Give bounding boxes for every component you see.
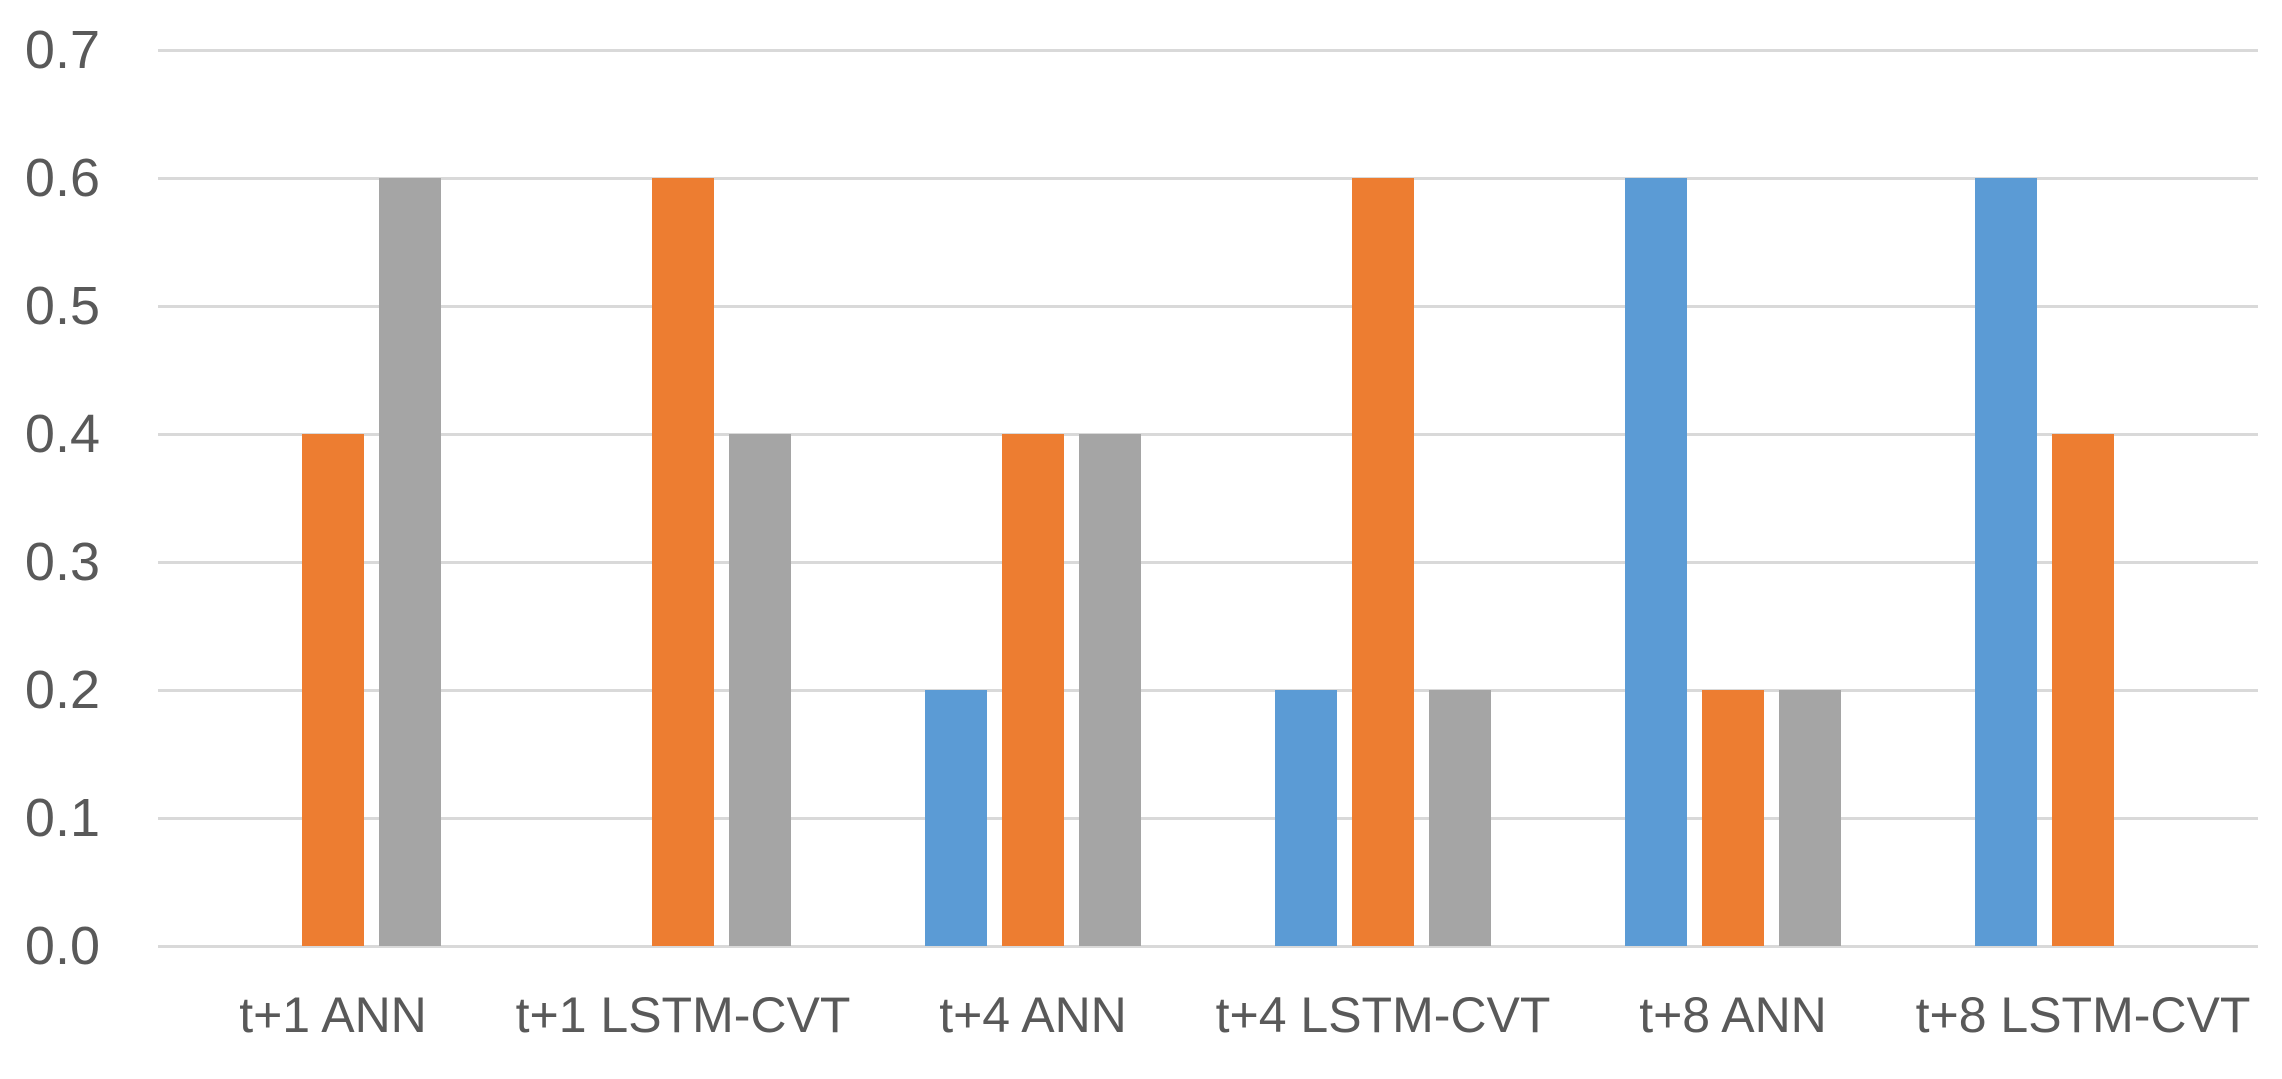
x-tick-label: t+8 ANN [1639,987,1827,1043]
y-tick-label: 0.6 [24,148,100,208]
gridline [158,177,2258,180]
x-tick-label: t+8 LSTM-CVT [1915,987,2251,1043]
bar-orange-5 [1702,690,1764,946]
gridline [158,945,2258,948]
gridline [158,817,2258,820]
gridline [158,561,2258,564]
bar-gray-5 [1779,690,1841,946]
bar-orange-4 [1352,178,1414,946]
gridline [158,305,2258,308]
gridline [158,433,2258,436]
gridline [158,689,2258,692]
x-tick-label: t+1 ANN [239,987,427,1043]
y-tick-label: 0.2 [24,660,100,720]
y-tick-label: 0.0 [24,916,100,976]
y-tick-label: 0.7 [24,20,100,80]
bar-orange-1 [302,434,364,946]
bar-gray-3 [1079,434,1141,946]
bar-orange-2 [652,178,714,946]
y-tick-label: 0.1 [24,788,100,848]
x-tick-label: t+4 ANN [939,987,1127,1043]
bar-gray-1 [379,178,441,946]
bar-blue-3 [925,690,987,946]
bar-gray-4 [1429,690,1491,946]
bar-orange-3 [1002,434,1064,946]
bar-gray-2 [729,434,791,946]
bar-blue-5 [1625,178,1687,946]
bar-orange-6 [2052,434,2114,946]
bar-blue-4 [1275,690,1337,946]
plot-area [158,49,2258,948]
y-tick-label: 0.4 [24,404,100,464]
gridline [158,49,2258,52]
bar-blue-6 [1975,178,2037,946]
y-tick-label: 0.5 [24,276,100,336]
y-tick-label: 0.3 [24,532,100,592]
x-tick-label: t+1 LSTM-CVT [515,987,851,1043]
x-tick-label: t+4 LSTM-CVT [1215,987,1551,1043]
